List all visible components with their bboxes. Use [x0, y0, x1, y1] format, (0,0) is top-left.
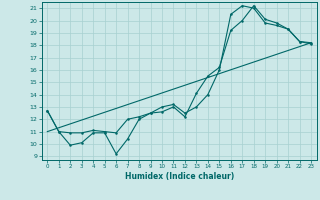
X-axis label: Humidex (Indice chaleur): Humidex (Indice chaleur) [124, 172, 234, 181]
